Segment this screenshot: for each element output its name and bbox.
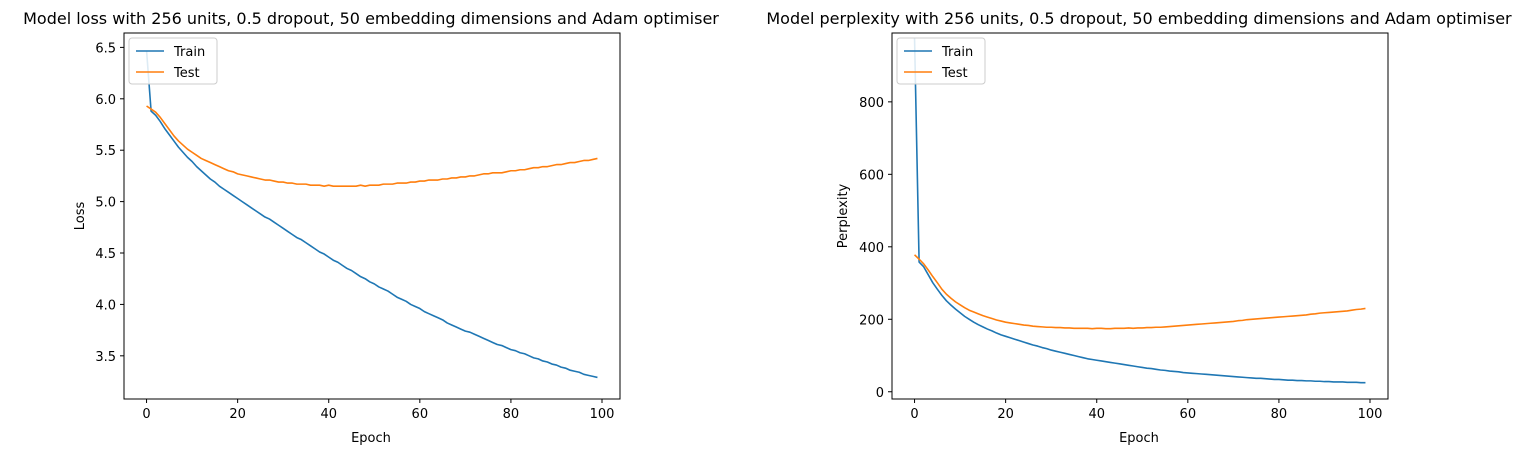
perplexity-x-axis-label: Epoch — [1119, 431, 1159, 446]
perplexity-chart-title: Model perplexity with 256 units, 0.5 dro… — [766, 9, 1512, 28]
loss-y-tick-label: 4.0 — [95, 298, 116, 313]
loss-y-ticks: 3.5 4.0 4.5 5.0 5.5 6.0 6.5 — [95, 41, 124, 365]
perplexity-legend-test-label: Test — [941, 66, 968, 81]
perplexity-test-line — [913, 254, 1366, 330]
perplexity-x-tick-label: 40 — [1088, 407, 1105, 422]
perplexity-y-tick-label: 800 — [859, 96, 884, 111]
perplexity-train-line — [913, 38, 1366, 384]
perplexity-y-tick-label: 200 — [859, 313, 884, 328]
perplexity-x-tick-label: 60 — [1180, 407, 1197, 422]
loss-train-line — [145, 50, 598, 379]
loss-x-ticks: 0 20 40 60 80 100 — [142, 399, 614, 422]
perplexity-x-tick-label: 0 — [910, 407, 918, 422]
loss-y-tick-label: 6.5 — [95, 41, 116, 56]
perplexity-x-tick-label: 80 — [1271, 407, 1288, 422]
loss-x-tick-label: 20 — [229, 407, 246, 422]
perplexity-plot-area — [891, 32, 1389, 400]
loss-chart-title: Model loss with 256 units, 0.5 dropout, … — [23, 9, 719, 28]
loss-x-tick-label: 60 — [412, 407, 429, 422]
perplexity-legend-train-label: Train — [941, 45, 973, 60]
perplexity-chart: Model perplexity with 256 units, 0.5 dro… — [766, 9, 1512, 446]
loss-chart: Model loss with 256 units, 0.5 dropout, … — [23, 9, 719, 446]
loss-legend: Train Test — [128, 37, 218, 85]
perplexity-y-tick-label: 0 — [876, 386, 884, 401]
perplexity-lines — [913, 38, 1366, 384]
loss-test-line — [146, 105, 598, 187]
loss-x-tick-label: 100 — [590, 407, 615, 422]
loss-y-tick-label: 3.5 — [95, 350, 116, 365]
perplexity-y-ticks: 0 200 400 600 800 — [859, 96, 892, 401]
loss-y-tick-label: 6.0 — [95, 93, 116, 108]
loss-x-tick-label: 0 — [142, 407, 150, 422]
loss-x-tick-label: 80 — [503, 407, 520, 422]
loss-y-tick-label: 5.5 — [95, 144, 116, 159]
loss-legend-train-label: Train — [173, 45, 205, 60]
perplexity-x-tick-label: 20 — [997, 407, 1014, 422]
loss-legend-test-label: Test — [173, 66, 200, 81]
perplexity-y-axis-label: Perplexity — [836, 183, 851, 248]
loss-y-tick-label: 5.0 — [95, 196, 116, 211]
perplexity-x-ticks: 0 20 40 60 80 100 — [910, 399, 1382, 422]
loss-y-axis-label: Loss — [73, 202, 88, 231]
perplexity-x-tick-label: 100 — [1358, 407, 1383, 422]
perplexity-y-tick-label: 600 — [859, 168, 884, 183]
perplexity-y-tick-label: 400 — [859, 241, 884, 256]
loss-x-tick-label: 40 — [320, 407, 337, 422]
perplexity-legend: Train Test — [896, 37, 986, 85]
loss-y-tick-label: 4.5 — [95, 247, 116, 262]
loss-lines — [145, 50, 598, 379]
loss-plot-area — [123, 32, 621, 400]
loss-x-axis-label: Epoch — [351, 431, 391, 446]
